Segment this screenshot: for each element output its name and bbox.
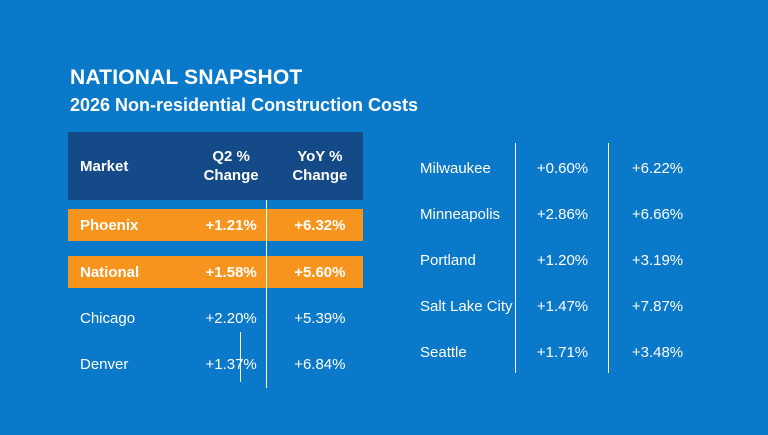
column-divider bbox=[266, 200, 267, 388]
q2-cell: +0.60% bbox=[536, 159, 589, 177]
header-yoy-line2: Change bbox=[292, 167, 348, 184]
market-cell: Portland bbox=[420, 251, 476, 269]
q2-cell: +2.20% bbox=[205, 309, 257, 327]
yoy-cell: +6.22% bbox=[631, 159, 684, 177]
column-divider bbox=[240, 332, 241, 382]
yoy-cell: +3.48% bbox=[631, 343, 684, 361]
q2-cell: +2.86% bbox=[536, 205, 589, 223]
q2-cell: +1.20% bbox=[536, 251, 589, 269]
table-row-salt-lake-city: Salt Lake City +1.47% +7.87% bbox=[420, 283, 720, 329]
table-row-denver: Denver +1.37% +6.84% bbox=[68, 348, 363, 380]
q2-cell: +1.21% bbox=[205, 216, 257, 234]
yoy-cell: +5.60% bbox=[294, 263, 346, 281]
q2-cell: +1.37% bbox=[205, 355, 257, 373]
header-q2-change: Q2 % Change bbox=[186, 147, 277, 185]
q2-cell: +1.47% bbox=[536, 297, 589, 315]
yoy-cell: +7.87% bbox=[631, 297, 684, 315]
table-row-chicago: Chicago +2.20% +5.39% bbox=[68, 302, 363, 334]
q2-cell: +1.71% bbox=[536, 343, 589, 361]
page-subtitle: 2026 Non-residential Construction Costs bbox=[70, 95, 419, 115]
table-row-minneapolis: Minneapolis +2.86% +6.66% bbox=[420, 191, 720, 237]
market-cell: Minneapolis bbox=[420, 205, 501, 223]
table-row-milwaukee: Milwaukee +0.60% +6.22% bbox=[420, 145, 720, 191]
column-divider bbox=[608, 143, 609, 373]
right-cost-table: Milwaukee +0.60% +6.22% Minneapolis +2.8… bbox=[420, 145, 720, 375]
header-q2-line1: Q2 % bbox=[212, 148, 250, 165]
market-cell: Phoenix bbox=[80, 216, 139, 234]
market-cell: Salt Lake City bbox=[420, 297, 513, 315]
table-header: Market Q2 % Change YoY % Change bbox=[68, 132, 363, 200]
q2-cell: +1.58% bbox=[205, 263, 257, 281]
market-cell: Milwaukee bbox=[420, 159, 491, 177]
yoy-cell: +6.32% bbox=[294, 216, 346, 234]
table-row-national: National +1.58% +5.60% bbox=[68, 256, 363, 288]
table-row-portland: Portland +1.20% +3.19% bbox=[420, 237, 720, 283]
market-cell: Chicago bbox=[80, 309, 136, 327]
yoy-cell: +6.66% bbox=[631, 205, 684, 223]
table-row-phoenix: Phoenix +1.21% +6.32% bbox=[68, 209, 363, 241]
column-divider bbox=[515, 143, 516, 373]
market-cell: Denver bbox=[80, 355, 129, 373]
page-title: NATIONAL SNAPSHOT bbox=[70, 66, 303, 89]
yoy-cell: +3.19% bbox=[631, 251, 684, 269]
header-yoy-change: YoY % Change bbox=[277, 147, 363, 185]
yoy-cell: +6.84% bbox=[294, 355, 346, 373]
market-cell: National bbox=[80, 263, 140, 281]
left-cost-table: Market Q2 % Change YoY % Change Phoenix … bbox=[68, 132, 363, 388]
header-q2-line2: Change bbox=[203, 167, 259, 184]
market-cell: Seattle bbox=[420, 343, 467, 361]
header-yoy-line1: YoY % bbox=[297, 148, 343, 165]
yoy-cell: +5.39% bbox=[294, 309, 346, 327]
table-row-seattle: Seattle +1.71% +3.48% bbox=[420, 329, 720, 375]
header-market: Market bbox=[80, 157, 129, 175]
